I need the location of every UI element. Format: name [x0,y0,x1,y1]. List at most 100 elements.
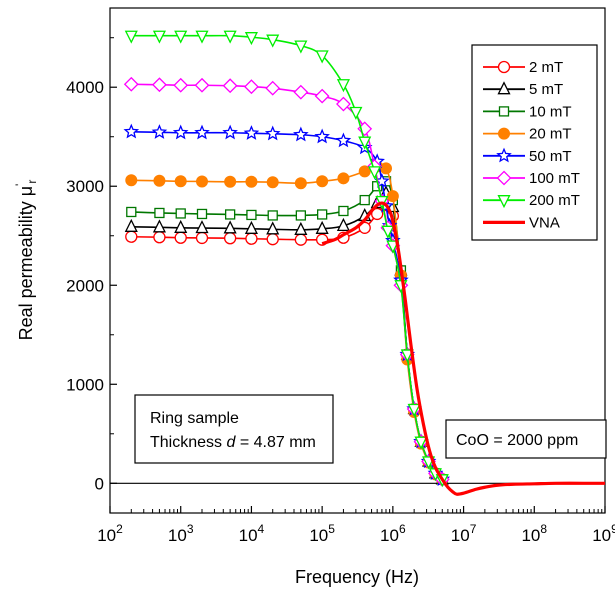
data-point-10-mt [154,207,165,219]
x-tick-label: 105 [309,522,335,545]
data-point-50-mt [172,124,189,140]
data-point-100-mt [244,79,259,95]
y-tick-label: 1000 [66,375,104,394]
data-point-100-mt [293,84,309,100]
data-point-50-mt [335,132,352,148]
legend-item-50-mt: 50 mT [483,147,572,165]
data-point-20-mt [125,174,138,187]
svg-text:Ring sample: Ring sample [150,410,239,427]
data-point-50-mt [314,128,330,144]
legend-label: 5 mT [529,81,563,98]
data-point-200-mt [400,349,414,363]
y-tick-label: 2000 [66,276,104,295]
data-point-20-mt [294,177,307,190]
data-point-200-mt [174,30,188,44]
data-point-100-mt [265,80,281,96]
legend-label: 200 mT [529,192,580,209]
data-point-2-mt [358,221,371,234]
legend-marker [497,81,511,95]
data-point-20-mt [196,175,209,188]
data-point-20-mt [358,165,371,178]
data-point-20-mt [316,175,329,188]
legend-item-100-mt: 100 mT [483,170,580,187]
data-point-20-mt [337,172,350,185]
legend-marker [497,60,511,74]
data-point-5-mt [124,218,138,232]
data-point-5-mt [294,221,308,235]
x-tick-label: 106 [380,522,406,545]
data-point-50-mt [264,125,281,141]
data-point-50-mt [194,124,210,140]
data-point-10-mt [295,210,307,221]
series-line-vna [321,201,605,496]
data-point-200-mt [266,34,280,48]
data-point-2-mt [153,231,166,244]
data-point-5-mt [336,217,350,231]
legend-label: 10 mT [529,103,572,120]
data-point-5-mt [266,221,280,235]
data-point-100-mt [314,88,330,104]
data-point-200-mt [367,166,382,180]
data-point-5-mt [315,220,329,234]
x-tick-label: 104 [239,522,265,545]
data-point-10-mt [126,206,137,218]
legend-item-20-mt: 20 mT [483,126,572,143]
legend-marker [498,127,510,140]
data-point-100-mt [194,77,210,93]
x-tick-label: 109 [592,522,615,545]
data-point-20-mt [386,190,399,203]
legend-item-10-mt: 10 mT [483,103,572,120]
data-point-10-mt [224,209,236,220]
data-point-10-mt [316,209,328,220]
data-point-50-mt [123,123,140,139]
legend-marker [498,106,510,117]
data-point-20-mt [266,176,279,189]
data-point-2-mt [266,233,279,246]
data-point-5-mt [244,220,258,234]
legend-label: 50 mT [529,148,572,165]
series-200-mt [124,30,449,488]
data-point-20-mt [380,162,393,175]
data-point-100-mt [123,76,139,92]
data-point-10-mt [267,210,278,221]
data-point-10-mt [338,205,349,217]
data-point-200-mt [294,40,308,54]
y-tick-label: 4000 [66,78,104,97]
data-point-5-mt [174,219,188,233]
data-point-20-mt [245,175,258,188]
data-point-2-mt [195,231,209,245]
series-vna [321,201,605,496]
legend-label: 100 mT [529,170,580,187]
data-point-200-mt [223,30,237,44]
data-point-2-mt [245,232,258,245]
x-tick-label: 108 [521,522,547,545]
data-point-2-mt [294,233,308,246]
svg-text:Thickness d = 4.87 mm: Thickness d = 4.87 mm [150,434,316,451]
data-point-200-mt [244,32,258,46]
data-point-200-mt [407,403,421,417]
data-point-50-mt [222,124,238,140]
data-point-200-mt [386,240,400,254]
legend-label: 2 mT [529,59,563,76]
annotation-ring-sample: Ring sample Thickness d = 4.87 mm [134,394,334,464]
y-tick-label: 0 [95,474,104,493]
data-point-100-mt [222,78,238,94]
data-point-10-mt [175,208,186,219]
data-point-5-mt [152,219,166,233]
data-point-20-mt [153,174,166,187]
data-point-5-mt [223,220,237,234]
x-axis-label: Frequency (Hz) [295,567,419,587]
data-point-10-mt [196,208,208,220]
legend-marker [496,170,512,186]
data-point-20-mt [174,175,187,188]
legend: 2 mT 5 mT 10 mT 20 mT 50 mT 100 mT 200 mT VNA [471,44,598,241]
data-point-2-mt [223,232,237,245]
legend-item-2-mt: 2 mT [483,59,563,76]
data-point-50-mt [243,125,260,140]
legend-marker [496,147,512,163]
y-tick-label: 3000 [66,177,104,196]
legend-box [471,44,598,241]
data-point-2-mt [371,207,384,221]
data-point-5-mt [195,220,209,234]
